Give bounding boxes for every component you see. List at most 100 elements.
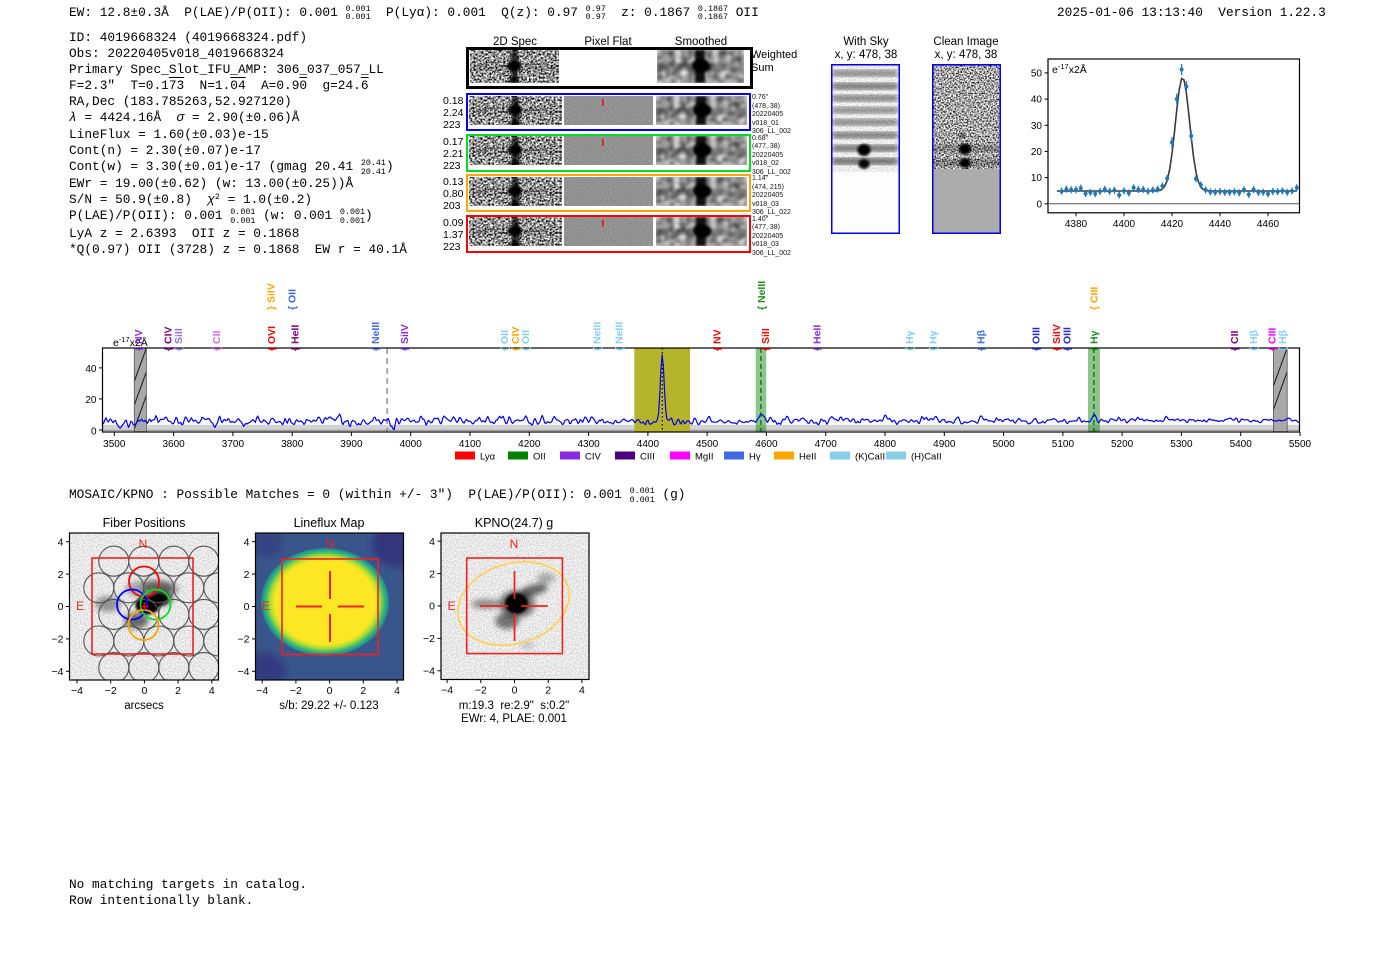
svg-text:5100: 5100 bbox=[1052, 439, 1075, 450]
svg-text:{ SiIV: { SiIV bbox=[1051, 324, 1063, 351]
svg-text:0: 0 bbox=[58, 601, 64, 613]
svg-text:5000: 5000 bbox=[992, 439, 1015, 450]
svg-text:s/b: 29.22 +/- 0.123: s/b: 29.22 +/- 0.123 bbox=[279, 700, 378, 712]
svg-text:{ Hγ: { Hγ bbox=[904, 330, 916, 351]
svg-text:5200: 5200 bbox=[1111, 439, 1134, 450]
svg-text:E: E bbox=[76, 599, 84, 613]
svg-text:4300: 4300 bbox=[577, 439, 600, 450]
svg-text:{ OII: { OII bbox=[520, 330, 532, 351]
svg-text:40: 40 bbox=[1031, 95, 1043, 106]
svg-text:{ Hβ: { Hβ bbox=[1277, 329, 1289, 351]
svg-text:{ Hβ: { Hβ bbox=[976, 329, 988, 351]
svg-text:{ NV: { NV bbox=[133, 329, 145, 351]
svg-text:4460: 4460 bbox=[1257, 219, 1280, 230]
svg-text:HeII: HeII bbox=[799, 452, 816, 463]
svg-text:4: 4 bbox=[579, 685, 585, 697]
svg-text:4440: 4440 bbox=[1209, 219, 1232, 230]
svg-text:20: 20 bbox=[1031, 147, 1043, 158]
svg-text:4400: 4400 bbox=[637, 439, 660, 450]
svg-text:2: 2 bbox=[175, 685, 181, 697]
svg-text:{ Hβ: { Hβ bbox=[1248, 329, 1260, 351]
svg-text:{ CIII: { CIII bbox=[1089, 287, 1101, 310]
svg-text:EWr: 4, PLAE: 0.001: EWr: 4, PLAE: 0.001 bbox=[461, 713, 567, 725]
svg-text:4: 4 bbox=[209, 685, 215, 697]
svg-text:0: 0 bbox=[141, 685, 147, 697]
svg-text:5300: 5300 bbox=[1170, 439, 1193, 450]
svg-text:−4: −4 bbox=[423, 666, 435, 678]
svg-text:−2: −2 bbox=[52, 634, 64, 646]
svg-text:{ OIII: { OIII bbox=[1030, 327, 1042, 351]
svg-text:e-17x2Å: e-17x2Å bbox=[113, 335, 148, 349]
svg-text:MgII: MgII bbox=[695, 452, 713, 463]
svg-text:{ Hγ: { Hγ bbox=[1089, 330, 1101, 351]
svg-text:{ OII: { OII bbox=[287, 289, 299, 310]
svg-text:CIV: CIV bbox=[585, 452, 602, 463]
svg-text:2: 2 bbox=[545, 685, 551, 697]
svg-text:e-17x2Å: e-17x2Å bbox=[1052, 62, 1087, 76]
svg-text:4800: 4800 bbox=[874, 439, 897, 450]
svg-text:(H)CaII: (H)CaII bbox=[911, 452, 942, 463]
svg-text:E: E bbox=[447, 599, 455, 613]
svg-text:{ NV: { NV bbox=[712, 329, 724, 351]
svg-text:−2: −2 bbox=[290, 685, 302, 697]
svg-text:{ NeIII: { NeIII bbox=[592, 322, 604, 351]
svg-text:Lineflux Map: Lineflux Map bbox=[294, 516, 365, 530]
svg-text:2: 2 bbox=[360, 685, 366, 697]
svg-text:4600: 4600 bbox=[755, 439, 778, 450]
svg-text:−2: −2 bbox=[238, 634, 250, 646]
svg-text:Fiber Positions: Fiber Positions bbox=[103, 516, 186, 530]
svg-text:{ CIV: { CIV bbox=[163, 326, 175, 351]
svg-text:0: 0 bbox=[327, 685, 333, 697]
svg-text:N: N bbox=[139, 537, 148, 551]
svg-text:4700: 4700 bbox=[815, 439, 838, 450]
svg-text:KPNO(24.7) g: KPNO(24.7) g bbox=[475, 516, 554, 530]
svg-text:m:19.3 re:2.9" s:0.2": m:19.3 re:2.9" s:0.2" bbox=[459, 700, 569, 712]
svg-text:{ HeII: { HeII bbox=[289, 325, 301, 351]
svg-text:30: 30 bbox=[1031, 121, 1043, 132]
svg-text:0: 0 bbox=[1036, 199, 1042, 210]
svg-text:4: 4 bbox=[244, 536, 250, 548]
svg-text:{ Hγ: { Hγ bbox=[928, 330, 940, 351]
svg-text:−2: −2 bbox=[105, 685, 117, 697]
svg-text:CIII: CIII bbox=[640, 452, 655, 463]
svg-text:−2: −2 bbox=[475, 685, 487, 697]
svg-text:0: 0 bbox=[429, 601, 435, 613]
svg-text:−2: −2 bbox=[423, 633, 435, 645]
svg-text:2: 2 bbox=[429, 568, 435, 580]
svg-text:OII: OII bbox=[533, 452, 546, 463]
svg-text:arcsecs: arcsecs bbox=[124, 700, 164, 712]
svg-text:E: E bbox=[262, 599, 270, 613]
svg-text:50: 50 bbox=[1031, 68, 1043, 79]
svg-text:40: 40 bbox=[85, 364, 97, 375]
svg-text:{ CIII: { CIII bbox=[1266, 328, 1278, 351]
svg-text:{ OIII: { OIII bbox=[1062, 327, 1074, 351]
svg-text:N: N bbox=[510, 537, 519, 551]
svg-text:{ SiII: { SiII bbox=[173, 328, 185, 351]
svg-text:Lyα: Lyα bbox=[480, 452, 496, 463]
svg-text:−4: −4 bbox=[52, 666, 64, 678]
svg-text:2: 2 bbox=[58, 569, 64, 581]
svg-text:−4: −4 bbox=[238, 666, 250, 678]
svg-text:3600: 3600 bbox=[162, 439, 185, 450]
svg-text:0: 0 bbox=[244, 601, 250, 613]
svg-text:−4: −4 bbox=[256, 685, 268, 697]
svg-text:0: 0 bbox=[91, 426, 97, 437]
svg-text:{ CII: { CII bbox=[1229, 330, 1241, 351]
svg-text:{ NeIII: { NeIII bbox=[614, 322, 626, 351]
svg-text:4: 4 bbox=[394, 685, 400, 697]
svg-text:{ NeIII: { NeIII bbox=[756, 281, 768, 310]
svg-text:4500: 4500 bbox=[696, 439, 719, 450]
svg-text:4900: 4900 bbox=[933, 439, 956, 450]
svg-text:4200: 4200 bbox=[518, 439, 541, 450]
svg-text:3500: 3500 bbox=[103, 439, 126, 450]
svg-text:2: 2 bbox=[244, 569, 250, 581]
svg-text:} SiIV: } SiIV bbox=[266, 283, 278, 310]
svg-text:5500: 5500 bbox=[1289, 439, 1312, 450]
svg-text:5400: 5400 bbox=[1230, 439, 1253, 450]
svg-text:4100: 4100 bbox=[459, 439, 482, 450]
svg-text:20: 20 bbox=[85, 395, 97, 406]
svg-text:{ OVI: { OVI bbox=[266, 326, 278, 351]
svg-text:{ OII: { OII bbox=[499, 330, 511, 351]
svg-text:{ HeII: { HeII bbox=[812, 325, 824, 351]
svg-text:4380: 4380 bbox=[1065, 219, 1088, 230]
